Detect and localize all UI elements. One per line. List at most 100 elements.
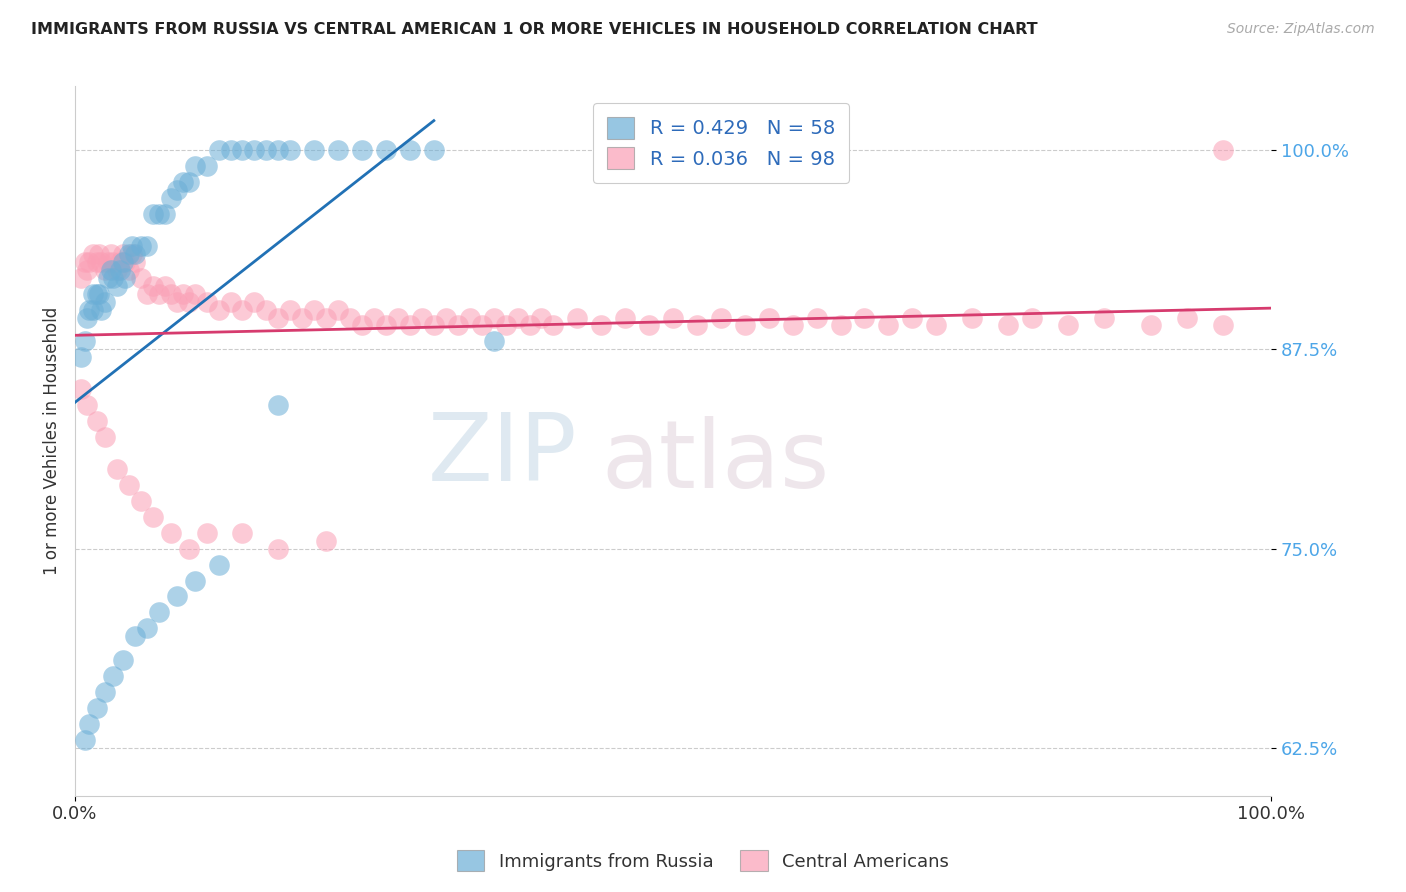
Point <box>423 318 446 333</box>
Point <box>129 270 152 285</box>
Point <box>153 278 176 293</box>
Point <box>734 318 756 333</box>
Point <box>267 541 290 556</box>
Point <box>105 262 128 277</box>
Point <box>124 254 146 268</box>
Point <box>495 318 517 333</box>
Point <box>960 310 983 325</box>
Point <box>254 143 277 157</box>
Point <box>70 270 93 285</box>
Point <box>506 310 529 325</box>
Point <box>103 254 125 268</box>
Point <box>100 262 122 277</box>
Point <box>243 294 266 309</box>
Point <box>86 414 108 428</box>
Point <box>591 318 613 333</box>
Point <box>94 430 117 444</box>
Point <box>135 621 157 635</box>
Point <box>482 310 505 325</box>
Legend: Immigrants from Russia, Central Americans: Immigrants from Russia, Central American… <box>450 843 956 879</box>
Point <box>82 246 104 260</box>
Point <box>103 270 125 285</box>
Point <box>662 310 685 325</box>
Point <box>482 334 505 349</box>
Point <box>121 239 143 253</box>
Point <box>195 159 218 173</box>
Point <box>877 318 900 333</box>
Point <box>100 246 122 260</box>
Point <box>79 302 101 317</box>
Point <box>118 478 141 492</box>
Point <box>423 143 446 157</box>
Point <box>1212 318 1234 333</box>
Point <box>458 310 481 325</box>
Point <box>243 143 266 157</box>
Point <box>315 533 337 548</box>
Point <box>73 334 96 349</box>
Point <box>519 318 541 333</box>
Point <box>543 318 565 333</box>
Point <box>159 191 181 205</box>
Point <box>471 318 494 333</box>
Point <box>86 701 108 715</box>
Point <box>110 262 132 277</box>
Point <box>399 318 422 333</box>
Point <box>121 246 143 260</box>
Point <box>94 685 117 699</box>
Point <box>219 143 242 157</box>
Point <box>86 254 108 268</box>
Point <box>267 143 290 157</box>
Point <box>76 398 98 412</box>
Text: IMMIGRANTS FROM RUSSIA VS CENTRAL AMERICAN 1 OR MORE VEHICLES IN HOUSEHOLD CORRE: IMMIGRANTS FROM RUSSIA VS CENTRAL AMERIC… <box>31 22 1038 37</box>
Point <box>87 286 110 301</box>
Point <box>925 318 948 333</box>
Point <box>278 143 301 157</box>
Point <box>76 262 98 277</box>
Point <box>434 310 457 325</box>
Point <box>111 653 134 667</box>
Point <box>411 310 433 325</box>
Point <box>142 509 165 524</box>
Point <box>114 270 136 285</box>
Point <box>1140 318 1163 333</box>
Point <box>207 143 229 157</box>
Point <box>195 525 218 540</box>
Point <box>153 207 176 221</box>
Point <box>302 302 325 317</box>
Point <box>97 270 120 285</box>
Point <box>328 302 350 317</box>
Point <box>1092 310 1115 325</box>
Point <box>567 310 589 325</box>
Point <box>94 262 117 277</box>
Point <box>82 302 104 317</box>
Point <box>111 254 134 268</box>
Point <box>118 246 141 260</box>
Point <box>166 183 188 197</box>
Point <box>148 286 170 301</box>
Point <box>1021 310 1043 325</box>
Point <box>73 254 96 268</box>
Point <box>110 254 132 268</box>
Legend: R = 0.429   N = 58, R = 0.036   N = 98: R = 0.429 N = 58, R = 0.036 N = 98 <box>593 103 849 183</box>
Point <box>207 558 229 572</box>
Point <box>806 310 828 325</box>
Point <box>70 382 93 396</box>
Point <box>135 239 157 253</box>
Point <box>207 302 229 317</box>
Point <box>86 286 108 301</box>
Point <box>183 574 205 588</box>
Point <box>997 318 1019 333</box>
Text: ZIP: ZIP <box>427 409 578 501</box>
Point <box>76 310 98 325</box>
Point <box>853 310 876 325</box>
Point <box>387 310 409 325</box>
Point <box>328 143 350 157</box>
Point <box>148 606 170 620</box>
Point <box>70 351 93 365</box>
Point <box>148 207 170 221</box>
Point <box>159 286 181 301</box>
Point <box>375 318 398 333</box>
Point <box>231 302 253 317</box>
Point <box>124 629 146 643</box>
Point <box>901 310 924 325</box>
